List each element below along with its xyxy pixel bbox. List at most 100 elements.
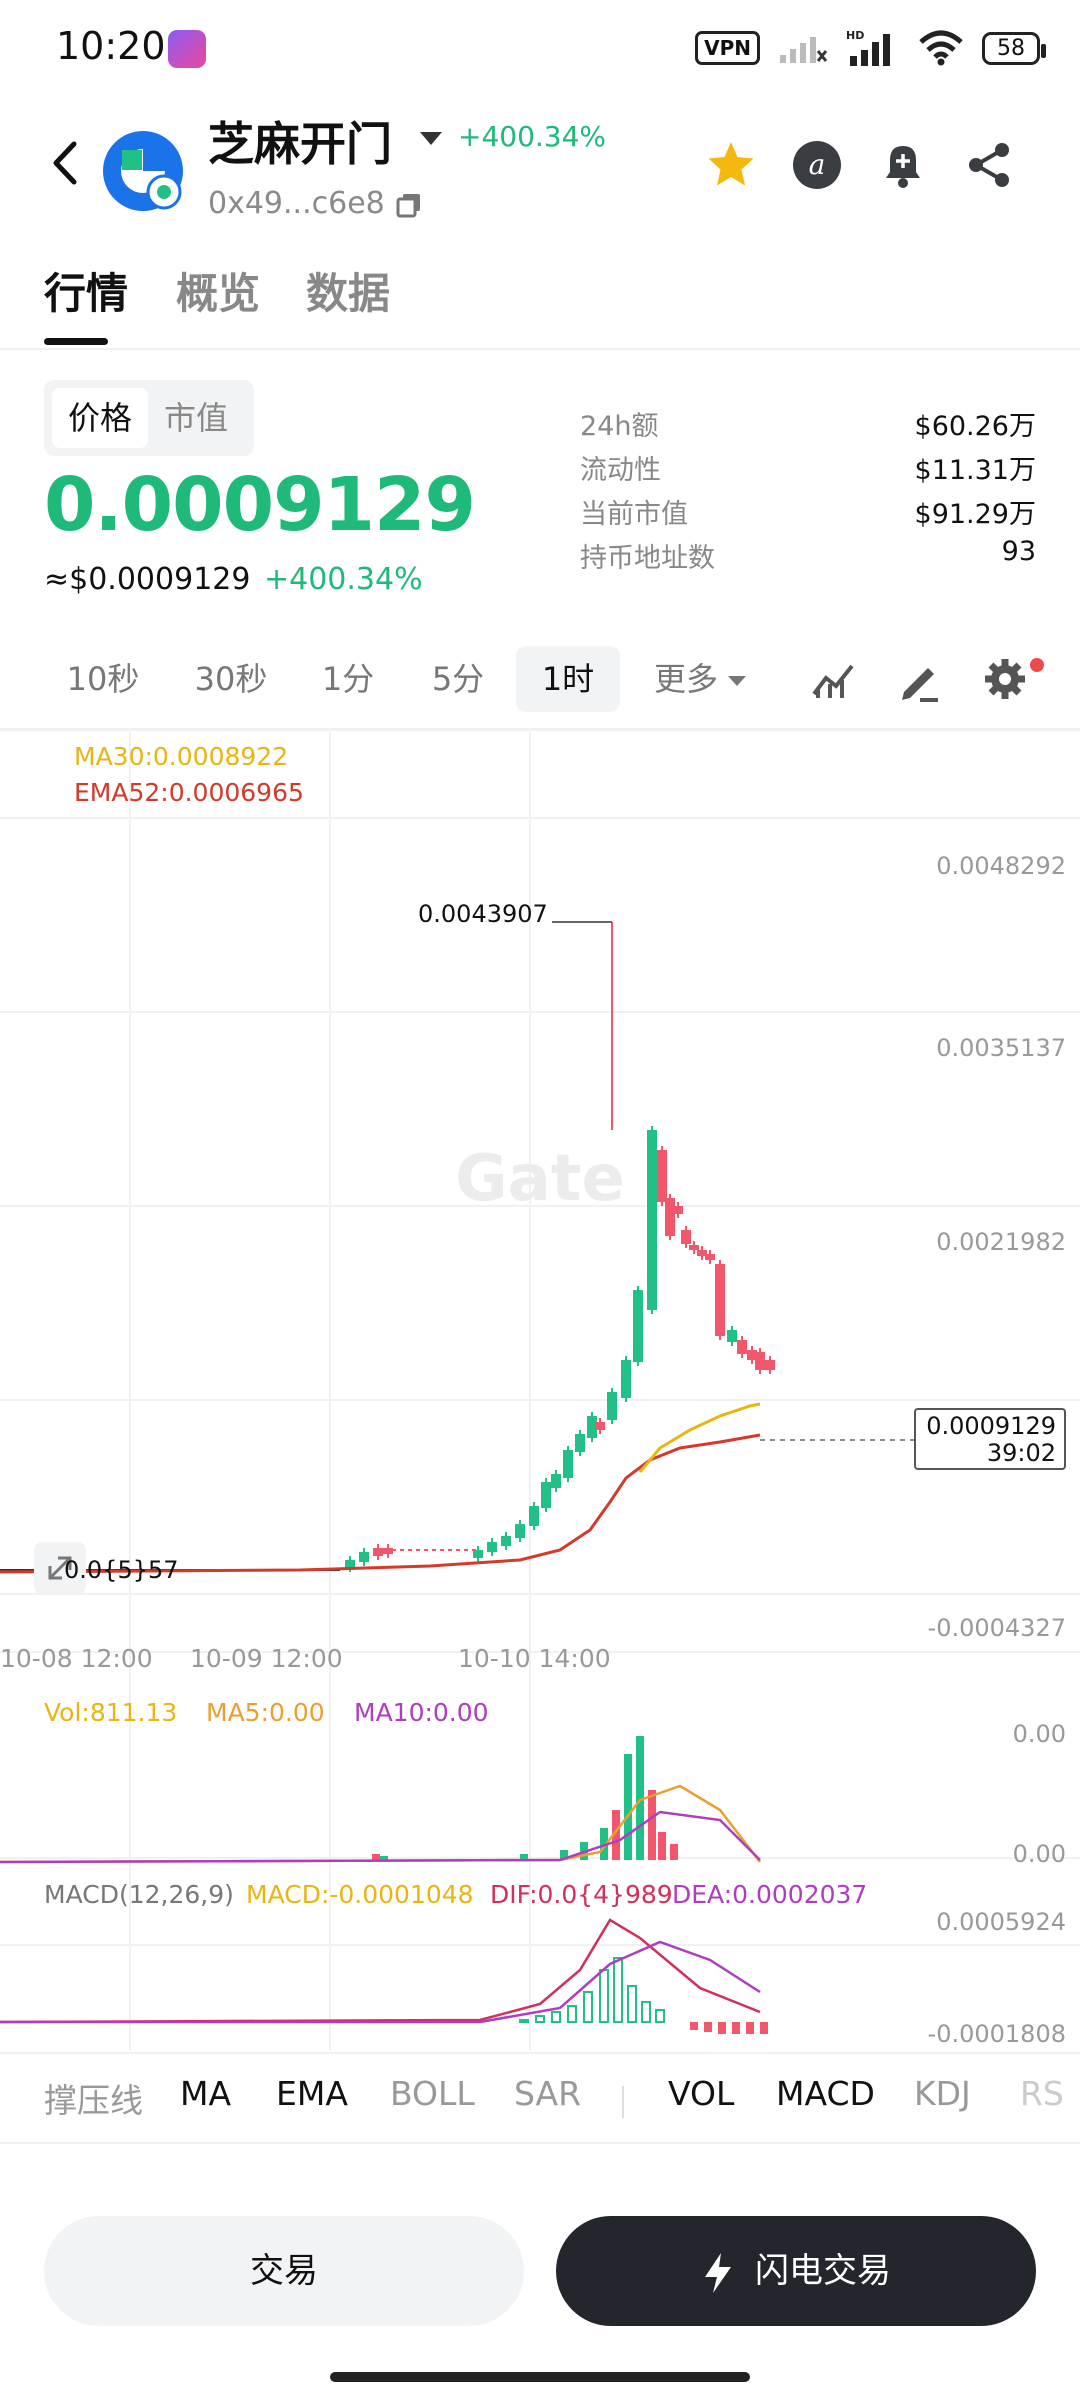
candle (373, 1548, 383, 1556)
interval-10s[interactable]: 10秒 (66, 660, 140, 698)
ma30-legend: MA30:0.0008922 (74, 742, 289, 771)
indicator-kdj[interactable]: KDJ (914, 2074, 971, 2113)
indicator-support-resistance[interactable]: 撑压线 (44, 2081, 143, 2120)
macd-bar (760, 2022, 768, 2034)
price-change-percent: +400.34% (264, 562, 423, 597)
lightning-icon (705, 2252, 731, 2293)
candle (383, 1548, 393, 1554)
trade-label: 交易 (250, 2251, 318, 2291)
token-header: 芝麻开门 +400.34% 0x49...c6e8 a (0, 100, 1080, 230)
chart-settings-icon[interactable] (980, 654, 1030, 704)
stat-value: 93 (1001, 536, 1036, 567)
token-name[interactable]: 芝麻开门 (208, 117, 392, 171)
stat-row: 持币地址数 93 (580, 536, 1036, 580)
trade-button[interactable]: 交易 (44, 2216, 524, 2326)
cellular-hd-icon: HD (846, 29, 890, 66)
stat-value: $91.29万 (914, 499, 1036, 530)
bell-plus-icon[interactable] (876, 138, 930, 192)
flash-trade-button[interactable]: 闪电交易 (556, 2216, 1036, 2326)
indicator-ema[interactable]: EMA (276, 2074, 348, 2113)
candle (765, 1360, 775, 1370)
y-tick: 0.0021982 (936, 1228, 1066, 1256)
candle (657, 1150, 667, 1202)
indicator-tabs: 撑压线 MA EMA BOLL SAR VOL MACD KDJ RS (0, 2060, 1080, 2140)
volume-bar (658, 1832, 666, 1860)
ma30-line (638, 1402, 761, 1473)
marker-price: 0.0009129 (926, 1412, 1056, 1440)
candle (551, 1474, 561, 1488)
macd-bar (641, 2001, 651, 2023)
candle (541, 1482, 551, 1508)
indicator-vol[interactable]: VOL (668, 2074, 735, 2113)
current-price-marker: 0.0009129 39:02 (914, 1408, 1066, 1470)
main-tabs: 行情 概览 数据 (0, 250, 1080, 350)
indicator-sar[interactable]: SAR (514, 2074, 582, 2113)
indicator-icon[interactable] (808, 654, 858, 704)
candle (515, 1524, 525, 1538)
candle (529, 1506, 539, 1526)
dea-legend: DEA:0.0002037 (672, 1880, 868, 1909)
macd-bar (718, 2022, 726, 2034)
candle (689, 1245, 699, 1250)
candle (727, 1330, 737, 1342)
expand-icon[interactable] (34, 1542, 86, 1594)
tab-data[interactable]: 数据 (306, 269, 391, 318)
interval-30s[interactable]: 30秒 (194, 660, 268, 698)
dif-legend: DIF:0.0{4}989 (490, 1880, 673, 1909)
macd-bar (627, 1985, 637, 2023)
candlestick-chart[interactable]: Gate MA30:0.0008922 EMA52:0.0006965 0.00… (0, 730, 1080, 2050)
star-icon[interactable] (704, 138, 758, 192)
chart-canvas[interactable]: Gate (0, 730, 1080, 2050)
toggle-price[interactable]: 价格 (52, 388, 148, 448)
tab-overview[interactable]: 概览 (176, 269, 261, 318)
more-label: 更多 (653, 660, 718, 698)
macd-bar (613, 1957, 623, 2023)
macd-y-tick: -0.0001808 (927, 2020, 1066, 2048)
tabs-divider (0, 348, 1080, 350)
candle (681, 1230, 691, 1244)
candle (647, 1130, 657, 1310)
candle (473, 1550, 483, 1558)
stat-row: 当前市值 $91.29万 (580, 492, 1036, 536)
indicator-macd[interactable]: MACD (776, 2074, 875, 2113)
candle (345, 1560, 355, 1568)
x-tick: 10-10 14:00 (458, 1644, 611, 1673)
toggle-market-cap[interactable]: 市值 (163, 399, 228, 437)
interval-1h[interactable]: 1时 (516, 646, 620, 712)
vol-y-tick: 0.00 (1012, 1840, 1066, 1868)
at-icon[interactable]: a (790, 138, 844, 192)
flash-trade-label: 闪电交易 (755, 2251, 891, 2291)
candle (621, 1360, 631, 1398)
indicator-boll[interactable]: BOLL (390, 2074, 475, 2113)
copy-icon[interactable] (396, 192, 422, 218)
candle (673, 1206, 683, 1214)
candle (737, 1340, 747, 1354)
y-tick: 0.0048292 (936, 852, 1066, 880)
candle (563, 1450, 573, 1478)
tab-market[interactable]: 行情 (44, 269, 129, 318)
candle (575, 1434, 585, 1452)
share-icon[interactable] (962, 138, 1016, 192)
macd-bar (599, 1969, 609, 2023)
current-price: 0.0009129 (44, 462, 476, 548)
back-icon[interactable] (44, 138, 84, 188)
x-tick: 10-08 12:00 (0, 1644, 153, 1673)
interval-more[interactable]: 更多 (640, 646, 760, 712)
draw-tool-icon[interactable] (894, 654, 944, 704)
volume-bar (636, 1736, 644, 1860)
interval-5m[interactable]: 5分 (431, 660, 485, 698)
interval-1m[interactable]: 1分 (321, 660, 375, 698)
macd-bar (690, 2022, 698, 2030)
volume-bar (670, 1844, 678, 1860)
candle (595, 1422, 605, 1430)
volume-bar (648, 1790, 656, 1860)
indicator-ma[interactable]: MA (180, 2074, 232, 2113)
candle (633, 1290, 643, 1362)
contract-address: 0x49...c6e8 (208, 186, 385, 221)
ema52-legend: EMA52:0.0006965 (74, 778, 304, 807)
volume-bar (624, 1754, 632, 1860)
token-switch-caret-icon[interactable] (420, 132, 442, 145)
token-logo (103, 131, 183, 211)
interval-selector: 10秒 30秒 1分 5分 1时 更多 (0, 640, 1080, 720)
indicator-rsi[interactable]: RS (1020, 2074, 1064, 2113)
